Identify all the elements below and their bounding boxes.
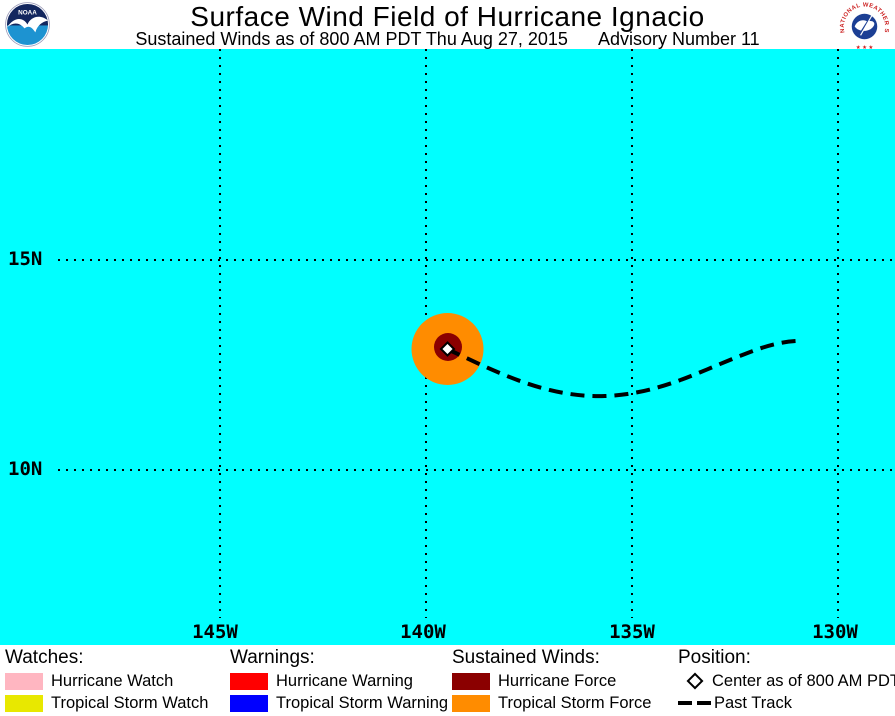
legend-group-title: Sustained Winds: xyxy=(452,647,600,668)
wind-field-map: 15N 10N 145W 140W 135W 130W xyxy=(0,49,895,645)
page-title: Surface Wind Field of Hurricane Ignacio xyxy=(190,1,705,32)
advisory-number: Advisory Number 11 xyxy=(597,29,760,49)
tropical-storm-warning-swatch xyxy=(230,694,268,712)
legend-item: Tropical Storm Warning xyxy=(230,692,448,714)
tropical-storm-watch-swatch xyxy=(5,694,43,712)
noaa-logo: NOAA xyxy=(5,2,50,47)
legend-group-watches: Watches: Hurricane Watch Tropical Storm … xyxy=(5,645,208,714)
legend-item: Tropical Storm Force xyxy=(452,692,651,714)
nws-logo-stars: ★ ★ ★ xyxy=(856,45,874,51)
storm-center-marker xyxy=(439,341,456,357)
legend-item-label: Tropical Storm Warning xyxy=(276,693,449,712)
lat-label-10n: 10N xyxy=(8,458,43,480)
wind-field-map-svg xyxy=(58,49,895,618)
lon-label-140w: 140W xyxy=(400,621,446,643)
legend-item: Tropical Storm Watch xyxy=(5,692,208,714)
legend-item-label: Tropical Storm Force xyxy=(498,693,652,712)
legend-item: Hurricane Force xyxy=(452,670,651,692)
lon-label-145w: 145W xyxy=(192,621,238,643)
subtitle-text: Sustained Winds as of 800 AM PDT Thu Aug… xyxy=(135,29,568,49)
legend-group-position: Position: Center as of 800 AM PDT Past T… xyxy=(678,645,895,714)
legend-group-warnings: Warnings: Hurricane Warning Tropical Sto… xyxy=(230,645,448,714)
tropical-storm-force-swatch xyxy=(452,694,490,712)
legend-item: Center as of 800 AM PDT xyxy=(678,670,895,692)
header: NOAA Surface Wind Field of Hurricane Ign… xyxy=(0,0,895,52)
hurricane-force-swatch xyxy=(452,672,490,690)
legend-group-sustained-winds: Sustained Winds: Hurricane Force Tropica… xyxy=(452,645,651,714)
lon-label-135w: 135W xyxy=(609,621,655,643)
hurricane-warning-swatch xyxy=(230,672,268,690)
legend-group-title: Warnings: xyxy=(230,647,315,668)
legend-item: Hurricane Warning xyxy=(230,670,448,692)
legend-group-title: Position: xyxy=(678,647,751,668)
legend-item-label: Hurricane Watch xyxy=(51,671,174,690)
nws-logo: NATIONAL WEATHER SERVICE ★ ★ ★ xyxy=(839,1,890,52)
legend-item-label: Past Track xyxy=(714,693,792,712)
legend-item-label: Hurricane Warning xyxy=(276,671,413,690)
legend-item-label: Center as of 800 AM PDT xyxy=(712,671,895,690)
page-subtitle: Sustained Winds as of 800 AM PDT Thu Aug… xyxy=(0,29,895,50)
noaa-logo-text: NOAA xyxy=(18,10,37,17)
hurricane-watch-swatch xyxy=(5,672,43,690)
past-track-icon xyxy=(678,700,711,706)
legend-item: Past Track xyxy=(678,692,895,714)
legend-item: Hurricane Watch xyxy=(5,670,208,692)
past-track-line xyxy=(446,339,797,399)
lon-label-130w: 130W xyxy=(812,621,858,643)
legend: Watches: Hurricane Watch Tropical Storm … xyxy=(0,645,895,716)
legend-item-label: Hurricane Force xyxy=(498,671,617,690)
legend-item-label: Tropical Storm Watch xyxy=(51,693,209,712)
lat-label-15n: 15N xyxy=(8,248,43,270)
legend-group-title: Watches: xyxy=(5,647,84,668)
center-marker-icon xyxy=(678,672,712,690)
